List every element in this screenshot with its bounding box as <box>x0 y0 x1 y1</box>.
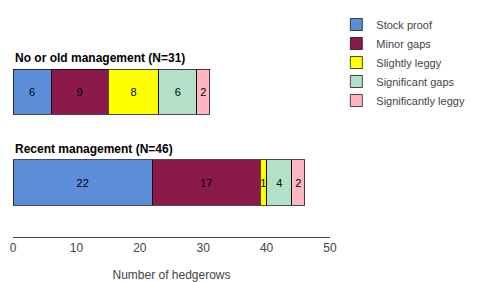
svg-text:Slightly leggy: Slightly leggy <box>376 57 441 69</box>
svg-text:2: 2 <box>295 177 301 189</box>
svg-text:Minor gaps: Minor gaps <box>376 38 431 50</box>
svg-text:9: 9 <box>77 86 83 98</box>
svg-text:1: 1 <box>260 177 266 189</box>
svg-text:22: 22 <box>77 177 89 189</box>
svg-text:Significantly leggy: Significantly leggy <box>376 95 465 107</box>
svg-text:0: 0 <box>10 241 17 255</box>
svg-text:8: 8 <box>130 86 136 98</box>
svg-text:4: 4 <box>276 177 282 189</box>
svg-text:Number of hedgerows: Number of hedgerows <box>112 268 230 282</box>
svg-text:6: 6 <box>29 86 35 98</box>
svg-text:30: 30 <box>197 241 211 255</box>
svg-text:Stock proof: Stock proof <box>376 19 433 31</box>
svg-text:No or old management (N=31): No or old management (N=31) <box>15 51 185 65</box>
svg-text:50: 50 <box>323 241 337 255</box>
svg-text:20: 20 <box>133 241 147 255</box>
svg-text:6: 6 <box>175 86 181 98</box>
svg-text:Significant gaps: Significant gaps <box>376 76 454 88</box>
svg-text:Recent management (N=46): Recent management (N=46) <box>15 142 173 156</box>
svg-text:40: 40 <box>260 241 274 255</box>
svg-text:2: 2 <box>200 86 206 98</box>
svg-text:10: 10 <box>70 241 84 255</box>
svg-text:17: 17 <box>200 177 212 189</box>
